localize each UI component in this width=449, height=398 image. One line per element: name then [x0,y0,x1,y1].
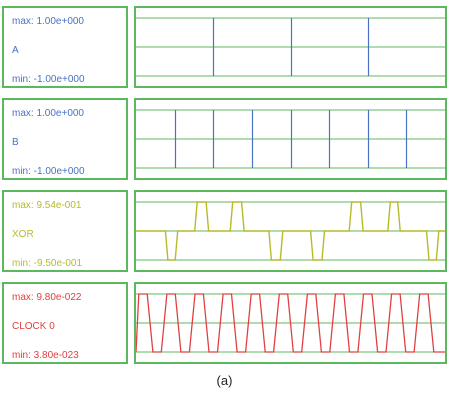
max-value-label: max: 9.54e-001 [12,200,82,211]
signal-info-panel[interactable]: max: 9.80e-022 CLOCK 0 min: 3.80e-023 [2,282,128,364]
waveform-svg [136,293,445,353]
min-value-label: min: -9.50e-001 [12,258,83,269]
waveform-display[interactable] [134,190,447,272]
figure-caption: (a) [216,373,233,388]
signal-row-clock: max: 9.80e-022 CLOCK 0 min: 3.80e-023 [0,282,449,368]
min-value-label: min: 3.80e-023 [12,350,79,361]
waveform-display[interactable] [134,282,447,364]
signal-info-panel[interactable]: max: 1.00e+000 B min: -1.00e+000 [2,98,128,180]
signal-row-b: max: 1.00e+000 B min: -1.00e+000 [0,98,449,184]
max-value-label: max: 1.00e+000 [12,108,84,119]
signal-row-xor: max: 9.54e-001 XOR min: -9.50e-001 [0,190,449,276]
waveform-svg [136,109,445,169]
waveform-display[interactable] [134,6,447,88]
waveform-trace [136,201,445,261]
signal-name-label: XOR [12,229,34,240]
min-value-label: min: -1.00e+000 [12,74,85,85]
signal-info-panel[interactable]: max: 1.00e+000 A min: -1.00e+000 [2,6,128,88]
waveform-trace [136,293,445,353]
waveform-svg [136,201,445,261]
signal-name-label: A [12,45,19,56]
signal-name-label: B [12,137,19,148]
signal-info-panel[interactable]: max: 9.54e-001 XOR min: -9.50e-001 [2,190,128,272]
signal-row-a: max: 1.00e+000 A min: -1.00e+000 [0,6,449,92]
waveform-svg [136,17,445,77]
signal-name-label: CLOCK 0 [12,321,55,332]
max-value-label: max: 1.00e+000 [12,16,84,27]
min-value-label: min: -1.00e+000 [12,166,85,177]
max-value-label: max: 9.80e-022 [12,292,82,303]
waveform-display[interactable] [134,98,447,180]
